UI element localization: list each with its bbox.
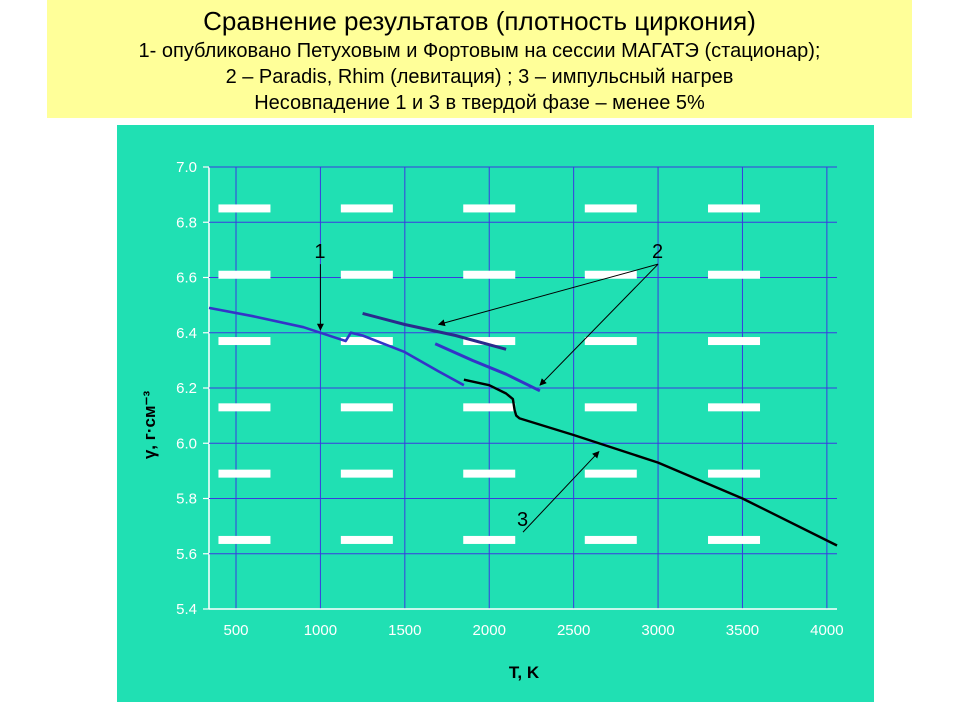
white-dash-pattern	[218, 204, 761, 544]
series-line-3	[463, 378, 838, 547]
y-tick-label: 6.4	[176, 325, 197, 342]
y-tick-label: 5.8	[176, 491, 197, 508]
y-tick-label: 6.8	[176, 214, 197, 231]
white-dash	[584, 469, 637, 478]
white-dash	[463, 270, 516, 279]
white-dash	[340, 403, 393, 412]
white-dash	[708, 403, 761, 412]
x-tick-label: 4000	[810, 622, 843, 639]
white-dash	[463, 204, 516, 213]
series-line-2b	[434, 342, 541, 393]
x-tick-label: 1500	[388, 622, 421, 639]
series-line-1	[208, 306, 465, 387]
x-tick-label: 500	[223, 622, 248, 639]
white-dash	[218, 337, 271, 346]
annotation-layer: 1 2 3	[314, 241, 663, 533]
x-axis-title: T, K	[509, 663, 540, 682]
chart-svg: 1 2 3 5.4 5.6 5.8 6.0 6.2 6.4 6.6 6.8 7.0 500 1000 15…	[140, 159, 844, 682]
y-axis-title: γ, г·см⁻³	[140, 391, 159, 460]
white-dash	[584, 535, 637, 544]
white-dash	[340, 535, 393, 544]
y-tick-label: 6.2	[176, 380, 197, 397]
subtitle-line-1: 1- опубликовано Петуховым и Фортовым на …	[138, 40, 821, 62]
white-dash	[463, 337, 516, 346]
x-tick-label: 3500	[726, 622, 759, 639]
y-tick-label: 5.6	[176, 546, 197, 563]
white-dash	[708, 270, 761, 279]
white-dash	[584, 403, 637, 412]
white-dash	[340, 469, 393, 478]
annotation-arrow-2	[437, 263, 659, 327]
white-dash	[218, 535, 271, 544]
y-tick-label: 7.0	[176, 159, 197, 176]
white-dash	[463, 469, 516, 478]
x-tick-label: 3000	[641, 622, 674, 639]
page-title: Сравнение результатов (плотность циркони…	[203, 6, 756, 36]
white-dash	[584, 337, 637, 346]
white-dash	[708, 535, 761, 544]
white-dash	[708, 204, 761, 213]
annotation-label-1: 1	[314, 241, 325, 263]
y-tick-label: 5.4	[176, 601, 197, 618]
annotation-arrow-2	[539, 263, 659, 386]
subtitle-line-2: 2 – Paradis, Rhim (левитация) ; 3 – импу…	[225, 66, 734, 88]
plot-panel: 1 2 3 5.4 5.6 5.8 6.0 6.2 6.4 6.6 6.8 7.0 500 1000 15…	[117, 125, 874, 702]
white-dash	[708, 469, 761, 478]
white-dash	[463, 403, 516, 412]
series-line-2a	[362, 311, 507, 351]
series-layer	[208, 306, 838, 547]
white-dash	[463, 535, 516, 544]
annotation-label-2: 2	[652, 241, 663, 263]
white-dash	[218, 204, 271, 213]
white-dash	[708, 337, 761, 346]
tick-label-layer: 5.4 5.6 5.8 6.0 6.2 6.4 6.6 6.8 7.0 500 1000 1500 20…	[176, 159, 843, 639]
white-dash	[218, 270, 271, 279]
x-tick-label: 2000	[473, 622, 506, 639]
annotation-label-3: 3	[517, 509, 528, 531]
x-tick-label: 1000	[304, 622, 337, 639]
white-dash	[340, 204, 393, 213]
white-dash	[340, 270, 393, 279]
x-tick-label: 2500	[557, 622, 590, 639]
y-tick-label: 6.6	[176, 270, 197, 287]
white-dash	[340, 337, 393, 346]
white-dash	[218, 403, 271, 412]
y-tick-label: 6.0	[176, 435, 197, 452]
subtitle-line-3: Несовпадение 1 и 3 в твердой фазе – мене…	[254, 92, 705, 114]
white-dash	[218, 469, 271, 478]
white-dash	[584, 270, 637, 279]
white-dash	[584, 204, 637, 213]
annotation-arrow-3	[522, 451, 600, 533]
title-box: Сравнение результатов (плотность циркони…	[47, 0, 912, 118]
